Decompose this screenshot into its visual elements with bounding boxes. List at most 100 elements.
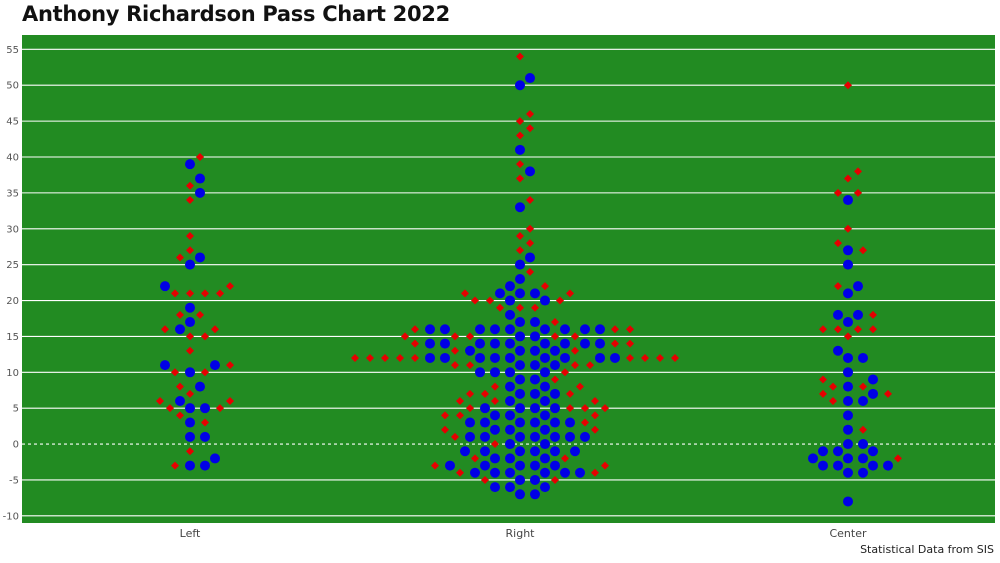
incompletion-point [201, 418, 209, 427]
completion-point [515, 460, 525, 471]
incompletion-point [869, 325, 877, 334]
incompletion-point [186, 196, 194, 205]
incompletion-point [201, 368, 209, 377]
completion-point [505, 309, 515, 320]
completion-point [425, 338, 435, 349]
incompletion-point [186, 231, 194, 240]
completion-point [505, 424, 515, 435]
y-tick-label: 55 [6, 45, 19, 56]
completion-point [540, 439, 550, 450]
incompletion-point [854, 188, 862, 197]
completion-point [490, 482, 500, 493]
incompletion-point [451, 332, 459, 341]
incompletion-point [471, 454, 479, 463]
incompletion-point [516, 52, 524, 61]
incompletion-point [541, 282, 549, 291]
completion-point [560, 467, 570, 478]
completion-point [868, 446, 878, 457]
incompletion-point [834, 325, 842, 334]
completion-point [175, 324, 185, 335]
completion-point [883, 460, 893, 471]
completion-point [475, 367, 485, 378]
completion-point [505, 324, 515, 335]
incompletion-point [186, 332, 194, 341]
incompletion-point [456, 411, 464, 420]
incompletion-point [441, 425, 449, 434]
completion-point [550, 417, 560, 428]
incompletion-point [551, 318, 559, 327]
completion-point [530, 403, 540, 414]
incompletion-point [186, 346, 194, 355]
incompletion-point [176, 253, 184, 262]
incompletion-point [176, 382, 184, 391]
completion-point [200, 403, 210, 414]
completion-point [175, 396, 185, 406]
completion-point [200, 431, 210, 442]
completion-point [843, 259, 853, 270]
incompletion-point [196, 310, 204, 319]
completion-point [515, 374, 525, 385]
incompletion-point [516, 231, 524, 240]
completion-point [445, 460, 455, 471]
completion-point [505, 352, 515, 363]
completion-point [490, 467, 500, 478]
completion-point [210, 360, 220, 371]
incompletion-point [884, 389, 892, 398]
completion-point [550, 403, 560, 414]
completion-point [515, 317, 525, 328]
incompletion-point [216, 289, 224, 298]
incompletion-point [561, 454, 569, 463]
y-tick-label: 10 [6, 368, 19, 379]
incompletion-point [226, 397, 234, 405]
incompletion-point [829, 382, 837, 391]
x-category-label: Left [180, 527, 201, 540]
completion-point [195, 252, 205, 263]
incompletion-point [481, 389, 489, 398]
completion-point [185, 302, 195, 313]
completion-point [540, 295, 550, 306]
completion-point [610, 352, 620, 363]
incompletion-point [671, 353, 679, 362]
incompletion-point [411, 339, 419, 348]
completion-point [540, 324, 550, 335]
incompletion-point [551, 375, 559, 384]
completion-point [465, 417, 475, 428]
completion-point [515, 431, 525, 442]
incompletion-point [186, 289, 194, 298]
y-axis-ticks: -10 -5 0 5 10 15 20 25 30 35 40 45 50 55 [3, 45, 19, 522]
completion-point [195, 173, 205, 184]
incompletion-point [556, 296, 564, 305]
incompletion-point [201, 289, 209, 298]
incompletion-point [516, 246, 524, 255]
incompletion-point [581, 404, 589, 413]
completion-point [843, 424, 853, 435]
incompletion-point [561, 368, 569, 377]
completion-point [195, 381, 205, 392]
completion-point [530, 360, 540, 371]
incompletion-point [491, 397, 499, 405]
incompletion-point [601, 404, 609, 413]
y-tick-label: -5 [9, 475, 19, 486]
incompletion-point [844, 174, 852, 183]
incompletion-point [401, 332, 409, 341]
completion-point [540, 338, 550, 349]
incompletion-point [491, 382, 499, 391]
incompletion-point [516, 160, 524, 169]
incompletion-point [834, 188, 842, 197]
incompletion-point [161, 325, 169, 334]
completion-point [858, 467, 868, 478]
incompletion-point [216, 404, 224, 413]
completion-point [515, 144, 525, 155]
completion-point [843, 245, 853, 256]
completion-point [818, 460, 828, 471]
completion-point [465, 345, 475, 356]
incompletion-point [186, 181, 194, 190]
completion-point [525, 73, 535, 84]
incompletion-point [611, 325, 619, 334]
incompletion-point [456, 397, 464, 405]
completion-point [843, 396, 853, 406]
completion-point [540, 396, 550, 406]
y-tick-label: 30 [6, 224, 19, 235]
incompletion-point [531, 303, 539, 312]
completion-point [185, 460, 195, 471]
